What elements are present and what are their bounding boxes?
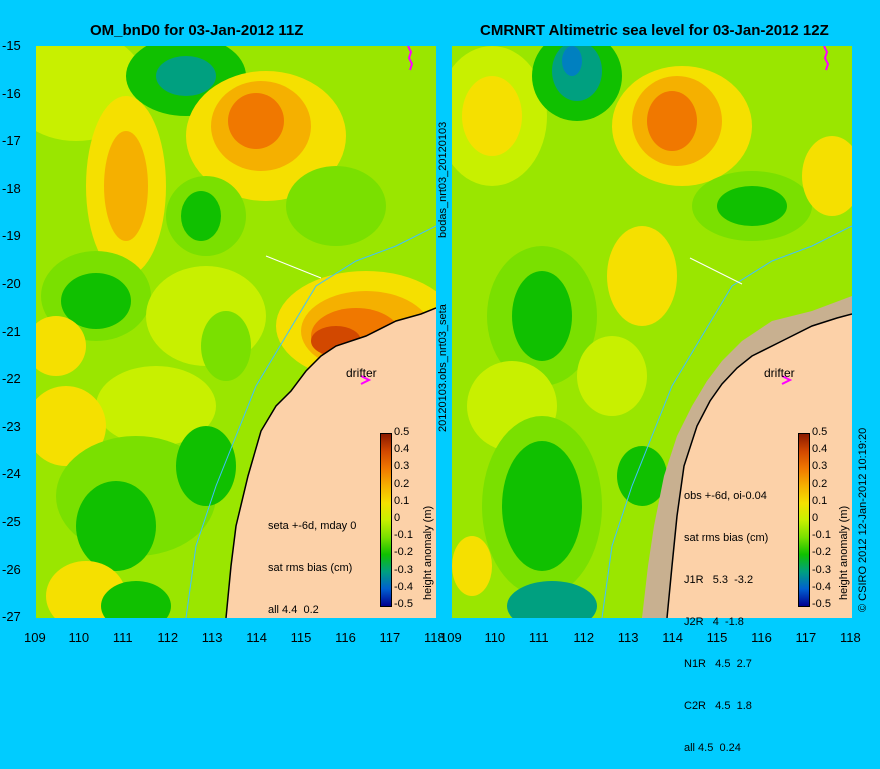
right-stats-line: J2R 4 -1.8 (684, 616, 744, 628)
y-tick-label: -17 (2, 133, 21, 149)
copyright-text: © CSIRO 2012 12-Jan-2012 10:19:20 (857, 427, 869, 612)
right-stats: obs +-6d, oi-0.04 sat rms bias (cm) J1R … (684, 461, 768, 769)
x-tick-label: 118 (840, 630, 861, 645)
side-label-top: bodas_nrt03_20120103 (437, 121, 449, 238)
colorbar-tick-label: -0.4 (812, 580, 831, 593)
y-tick-label: -19 (2, 228, 21, 244)
colorbar-tick-label: 0.2 (394, 477, 410, 490)
colorbar-tick-label: 0.1 (812, 494, 828, 507)
y-tick-label: -24 (2, 466, 21, 482)
left-stats-line: seta +-6d, mday 0 (268, 520, 357, 532)
y-tick-label: -27 (2, 609, 21, 625)
colorbar-tick-label: -0.3 (394, 563, 413, 576)
colorbar-tick-label: -0.1 (812, 529, 831, 542)
anomaly-contours (36, 46, 436, 618)
colorbar-tick-label: 0.5 (394, 426, 410, 438)
right-stats-line: N1R 4.5 2.7 (684, 658, 752, 670)
x-tick-label: 111 (528, 630, 549, 645)
x-tick-label: 114 (246, 630, 267, 645)
right-stats-line: sat rms bias (cm) (684, 532, 769, 544)
drifter-track (265, 255, 322, 279)
left-colorbar: 0.5 0.4 0.3 0.2 0.1 0 -0.1 -0.2 -0.3 -0.4 -0.5 (380, 426, 440, 613)
x-tick-label: 113 (617, 630, 639, 645)
y-tick-label: -23 (2, 418, 21, 434)
colorbar-tick-label: -0.1 (394, 529, 413, 542)
colorbar-tick-label: -0.3 (812, 563, 831, 576)
x-tick-label: 109 (24, 630, 46, 645)
x-tick-label: 115 (706, 630, 728, 645)
y-tick-label: -16 (2, 85, 21, 101)
drifter-marker (781, 375, 793, 385)
x-tick-label: 117 (795, 630, 817, 645)
anomaly-contours (452, 46, 852, 618)
x-tick-label: 110 (484, 630, 506, 645)
x-tick-label: 116 (335, 630, 356, 645)
x-tick-label: 112 (157, 630, 179, 645)
x-tick-label: 114 (662, 630, 683, 645)
left-stats: seta +-6d, mday 0 sat rms bias (cm) all … (268, 491, 356, 631)
x-tick-label: 115 (290, 630, 312, 645)
y-tick-label: -21 (2, 323, 21, 339)
drifter-trail-top (823, 46, 830, 71)
y-tick-label: -25 (2, 514, 21, 529)
drifter-trail-top (407, 46, 414, 71)
right-colorbar: 0.5 0.4 0.3 0.2 0.1 0 -0.1 -0.2 -0.3 -0.4 -0.5 (798, 426, 858, 613)
shelf-mask (642, 296, 852, 618)
colorbar-tick-label: 0 (812, 512, 819, 524)
y-tick-label: -15 (2, 38, 21, 53)
colorbar-tick-label: -0.2 (812, 546, 831, 559)
y-tick-label: -22 (2, 371, 21, 387)
coastline (225, 307, 436, 618)
x-tick-label: 117 (379, 630, 401, 645)
x-tick-label: 110 (68, 630, 90, 645)
colorbar-tick-label: 0.5 (812, 426, 828, 438)
bathymetry-contour (185, 225, 436, 618)
colorbar-tick-label: -0.5 (812, 598, 831, 610)
right-stats-line: C2R 4.5 1.8 (684, 700, 752, 712)
bathymetry-contour (601, 225, 852, 618)
colorbar-tick-label: -0.2 (394, 546, 413, 559)
colorbar-tick-label: 0.2 (812, 477, 828, 490)
left-colorbar-label: height anomaly (m) (422, 505, 434, 600)
colorbar-tick-label: 0.3 (394, 460, 410, 473)
y-tick-label: -18 (2, 180, 21, 196)
x-tick-label: 113 (201, 630, 223, 645)
colorbar-tick-label: 0.4 (812, 443, 828, 456)
colorbar-tick-label: 0.4 (394, 443, 410, 456)
coastline (666, 313, 852, 618)
colorbar-tick-label: 0 (394, 512, 401, 524)
left-stats-line: all 4.4 0.2 (268, 604, 319, 616)
drifter-track (689, 257, 743, 285)
right-stats-line: J1R 5.3 -3.2 (684, 574, 754, 586)
colorbar-tick-label: 0.3 (812, 460, 828, 473)
x-tick-label: 118 (424, 630, 445, 645)
x-tick-label: 109 (440, 630, 462, 645)
side-label-bottom: 20120103.obs_nrt03_seta (437, 304, 449, 432)
y-tick-label: -20 (2, 276, 21, 291)
drifter-marker (360, 375, 372, 385)
y-tick-label: -26 (2, 561, 21, 577)
right-stats-line: obs +-6d, oi-0.04 (684, 490, 767, 502)
right-stats-line: all 4.5 0.24 (684, 742, 741, 754)
left-map-title: OM_bnD0 for 03-Jan-2012 11Z (90, 22, 304, 39)
colorbar-strip (798, 433, 810, 607)
right-map-title: CMRNRT Altimetric sea level for 03-Jan-2… (480, 22, 829, 39)
x-tick-label: 116 (751, 630, 772, 645)
colorbar-tick-label: -0.5 (394, 598, 413, 610)
left-stats-line: sat rms bias (cm) (268, 562, 353, 574)
colorbar-tick-label: -0.4 (394, 580, 413, 593)
colorbar-tick-label: 0.1 (394, 494, 410, 507)
left-drifter-label: drifter (346, 366, 377, 380)
left-map (36, 46, 436, 618)
colorbar-strip (380, 433, 392, 607)
x-tick-label: 111 (112, 630, 133, 645)
x-tick-label: 112 (573, 630, 595, 645)
right-map (452, 46, 852, 618)
right-drifter-label: drifter (764, 366, 795, 380)
right-colorbar-label: height anomaly (m) (838, 505, 850, 600)
